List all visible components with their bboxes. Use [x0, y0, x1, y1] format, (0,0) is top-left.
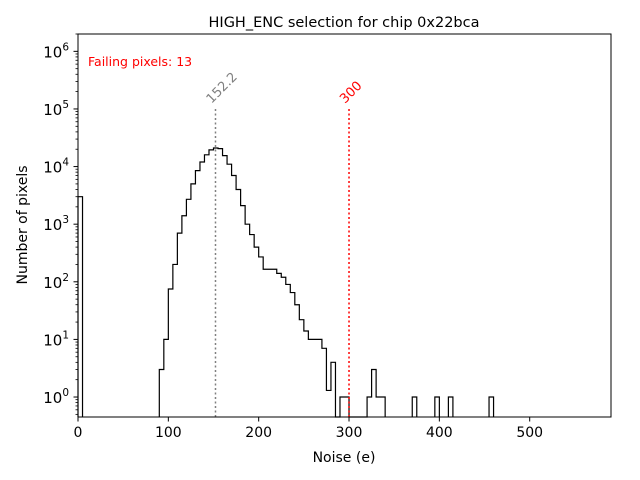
y-tick-label: 101	[43, 329, 69, 349]
histogram-series	[77, 147, 495, 418]
x-axis-label: Noise (e)	[313, 450, 376, 466]
plot-area: 152.2 300	[77, 70, 495, 418]
y-tick-label: 104	[43, 157, 69, 177]
y-tick-label: 103	[43, 214, 69, 234]
x-axis: 0 100 200 300 400 500	[74, 417, 543, 441]
y-tick-label: 100	[43, 387, 69, 407]
y-tick-label: 102	[43, 272, 69, 292]
x-tick-label: 300	[336, 425, 363, 441]
x-tick-label: 400	[426, 425, 453, 441]
x-tick-label: 100	[155, 425, 182, 441]
x-tick-label: 0	[74, 425, 83, 441]
threshold-label-0: 152.2	[204, 70, 241, 107]
y-axis: 100 101 102 103 104 105 106	[43, 33, 78, 415]
y-axis-label: Number of pixels	[15, 165, 31, 284]
y-tick-label: 105	[43, 99, 69, 119]
failing-pixels-annotation: Failing pixels: 13	[88, 54, 192, 69]
y-tick-label: 106	[43, 41, 69, 61]
chart-title: HIGH_ENC selection for chip 0x22bca	[209, 15, 480, 31]
plot-frame	[77, 33, 612, 418]
threshold-label-1: 300	[337, 79, 365, 107]
x-tick-label: 500	[516, 425, 543, 441]
x-tick-label: 200	[245, 425, 272, 441]
